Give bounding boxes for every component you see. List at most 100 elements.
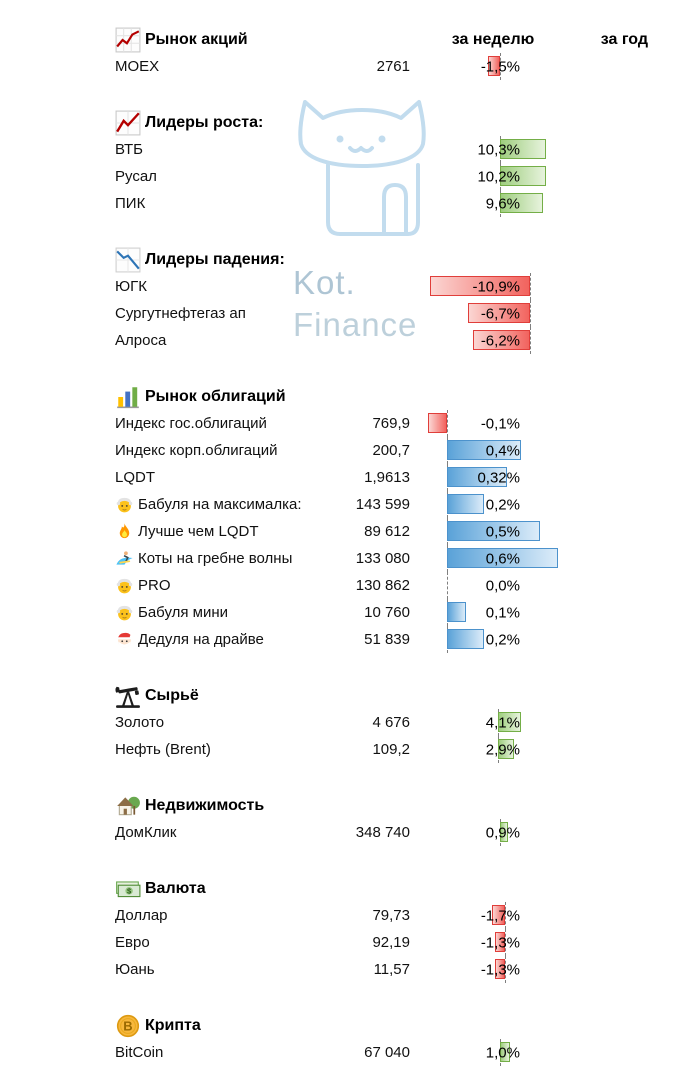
section-title: Рынок акций [145,30,248,48]
asset-value: 11,57 [373,961,410,978]
asset-row: MOEX 2761 -1,5% [115,53,673,80]
change-bar [492,905,505,925]
section-title: Лидеры падения: [145,250,285,268]
change-percent: -1,3% [480,934,520,951]
fall-chart-icon [115,247,141,273]
section-header-growth: Лидеры роста: [115,109,673,136]
change-percent: -6,7% [480,305,520,322]
change-bar [447,602,466,622]
asset-label: MOEX [115,58,160,75]
asset-label: PRO [138,577,171,594]
change-percent: 0,32% [477,469,520,486]
asset-label: Золото [115,714,165,731]
asset-row: Лучше чем LQDT 89 612 0,5% [115,518,673,545]
section-header-commodities: Сырьё [115,682,673,709]
grandma-icon [115,576,134,595]
asset-row: ЮГК -10,9% [115,273,673,300]
change-bar [447,521,540,541]
axis-line [500,53,501,80]
change-percent: 0,2% [485,631,520,648]
asset-label: Русал [115,168,157,185]
asset-row: Русал 10,2% [115,163,673,190]
change-bar [500,822,509,842]
surfer-icon [115,549,134,568]
change-bar [468,303,530,323]
asset-label: Лучше чем LQDT [138,523,259,540]
section-title: Сырьё [145,686,199,704]
asset-row: Алроса -6,2% [115,327,673,354]
house-icon [115,793,141,819]
asset-value: 348 740 [355,824,410,841]
svg-text:$: $ [127,886,132,895]
asset-row: ПИК 9,6% [115,190,673,217]
fire-icon [115,522,134,541]
axis-line [447,410,448,437]
change-percent: -6,2% [480,332,520,349]
change-percent: -0,1% [480,415,520,432]
change-bar [428,413,447,433]
change-bar [500,139,547,159]
grandma-icon [115,603,134,622]
change-percent: 0,4% [485,442,520,459]
section-title: Недвижимость [145,796,265,814]
asset-label: ВТБ [115,141,144,158]
change-percent: 10,2% [477,168,520,185]
change-bar [447,467,507,487]
asset-label: Евро [115,934,150,951]
asset-value: 130 862 [355,577,410,594]
change-percent: -1,5% [480,58,520,75]
column-header-week: за неделю [451,30,535,48]
section-title: Рынок облигаций [145,387,286,405]
asset-value: 10 760 [364,604,410,621]
asset-row: BitCoin 67 040 1,0% [115,1039,673,1066]
change-percent: 10,3% [477,141,520,158]
asset-label: BitCoin [115,1044,164,1061]
asset-value: 89 612 [364,523,410,540]
change-percent: 2,9% [485,741,520,758]
asset-row: LQDT 1,9613 0,32% [115,464,673,491]
asset-row: Индекс корп.облигаций 200,7 0,4% [115,437,673,464]
change-bar [500,193,544,213]
asset-label: Индекс гос.облигаций [115,415,267,432]
section-header-bonds: Рынок облигаций [115,383,673,410]
section-title: Валюта [145,879,206,897]
asset-label: LQDT [115,469,156,486]
asset-label: ЮГК [115,278,148,295]
stock-chart-icon [115,27,141,53]
change-percent: 0,2% [485,496,520,513]
bitcoin-icon: B [115,1013,141,1039]
asset-row: Доллар 79,73 -1,7% [115,902,673,929]
change-bar [447,548,558,568]
grandma-icon [115,495,134,514]
asset-label: ДомКлик [115,824,177,841]
growth-chart-icon [115,110,141,136]
section-title: Лидеры роста: [145,113,264,131]
asset-row: Бабуля на максималка: 143 599 0,2% [115,491,673,518]
change-percent: -1,3% [480,961,520,978]
asset-value: 109,2 [372,741,410,758]
change-percent: 0,0% [485,577,520,594]
asset-label: ПИК [115,195,146,212]
change-bar [500,166,546,186]
asset-value: 200,7 [372,442,410,459]
axis-line [530,273,531,300]
axis-line [505,956,506,983]
asset-value: 2761 [376,58,410,75]
change-percent: 0,1% [485,604,520,621]
asset-value: 143 599 [355,496,410,513]
asset-label: Доллар [115,907,168,924]
asset-value: 79,73 [372,907,410,924]
change-percent: 0,5% [485,523,520,540]
axis-line [505,902,506,929]
axis-line [447,572,448,599]
asset-row: Дедуля на драйве 51 839 0,2% [115,626,673,653]
asset-label: Коты на гребне волны [138,550,293,567]
section-header-fall: Лидеры падения: [115,246,673,273]
asset-value: 1,9613 [364,469,410,486]
change-bar [429,276,530,296]
asset-row: Золото 4 676 4,1% [115,709,673,736]
section-header-currency: $ Валюта [115,875,673,902]
section-header-stocks: Рынок акций за неделю за год [115,26,673,53]
column-header-year: за год [600,30,648,48]
